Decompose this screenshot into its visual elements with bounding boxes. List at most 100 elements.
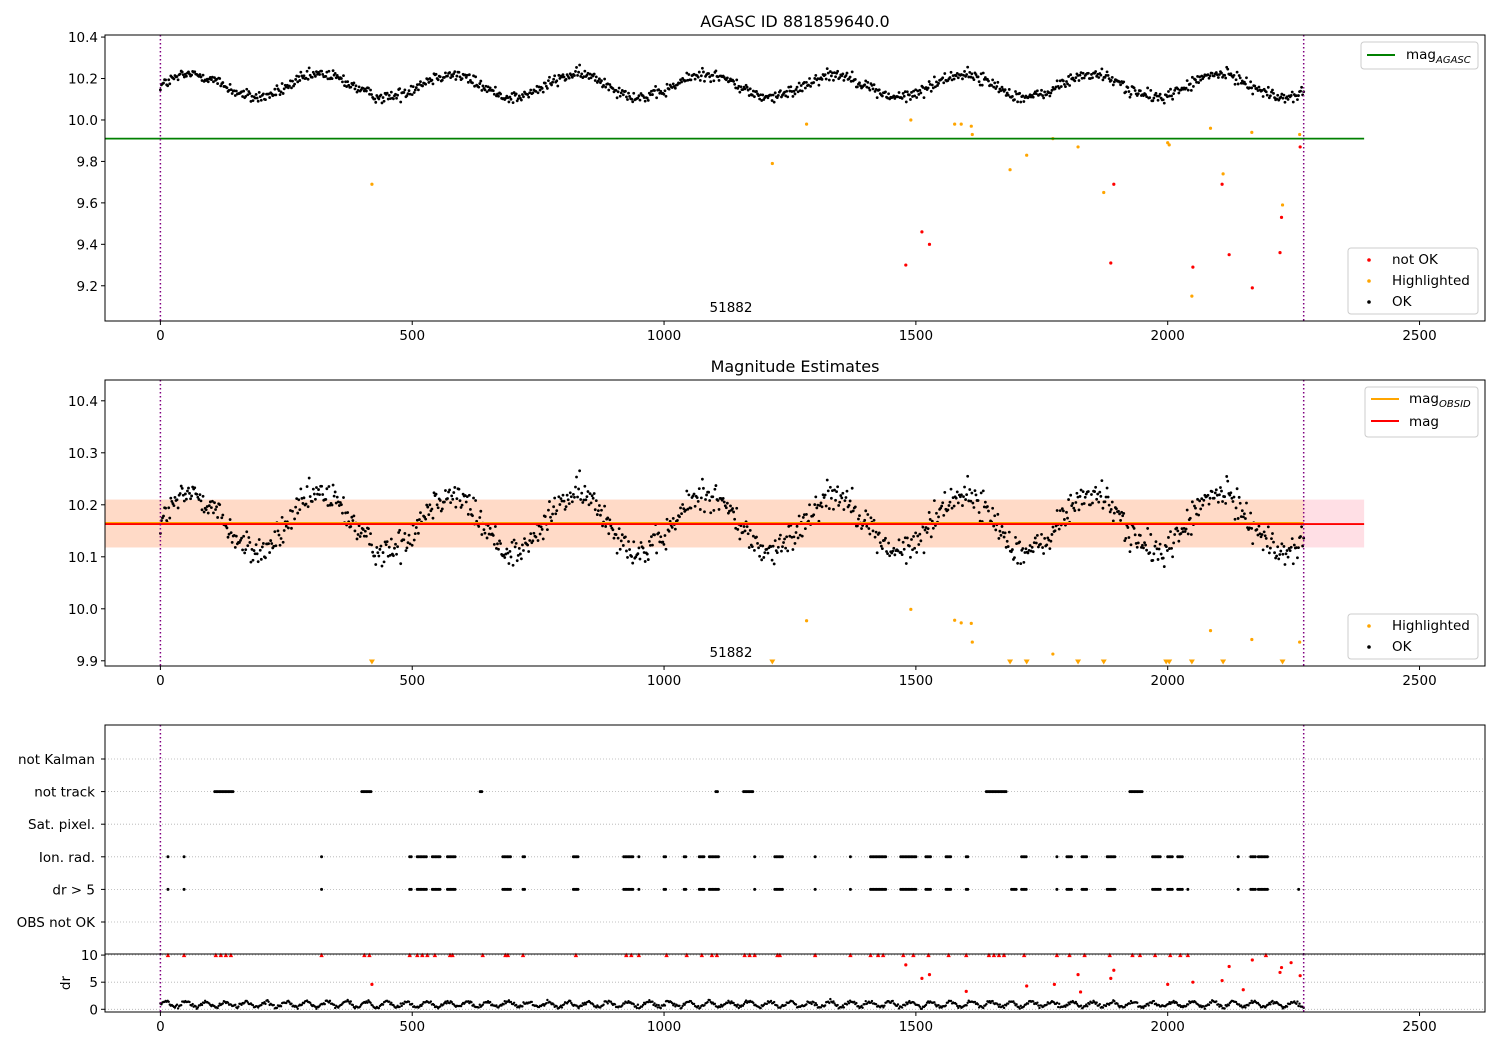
p2-ok-point <box>373 554 377 558</box>
p2-ok-point <box>847 503 851 507</box>
panel1-legend-lower: not OK Highlighted OK <box>1347 247 1479 315</box>
p2-ok-point <box>769 545 773 548</box>
p1-ok-point <box>1126 86 1130 89</box>
p3-flag-point <box>1113 855 1117 859</box>
p4-ok-point <box>420 1004 423 1008</box>
p2-ok-point <box>1032 541 1036 545</box>
p2-ok-point <box>728 509 731 513</box>
p4-series0-point <box>1001 952 1007 958</box>
p2-ok-point <box>1057 527 1061 531</box>
p2-ok-point <box>879 544 883 548</box>
p1-ok-point <box>1049 91 1053 95</box>
p2-ok-point <box>732 510 736 514</box>
p1-ok-point <box>795 85 799 89</box>
p2-ok-point <box>1148 551 1152 555</box>
p2-ok-point <box>978 519 982 523</box>
p4-ok-point <box>477 1006 480 1009</box>
p2-ok-point <box>460 503 464 507</box>
p2-ok-point <box>687 493 691 497</box>
p2-ok-point <box>892 546 896 550</box>
p2-ok-point <box>788 534 792 538</box>
p4-ok-point <box>647 1000 650 1004</box>
p2-ok-point <box>580 491 584 495</box>
p2-ok-point <box>1030 545 1034 549</box>
p4-ok-point <box>175 1003 179 1006</box>
p2-ok-point <box>344 511 347 515</box>
p2-ok-point <box>240 536 243 540</box>
p3-category-label-5: OBS not OK <box>17 915 97 931</box>
p1-ok-point <box>589 76 593 80</box>
p1-ok-point <box>624 89 627 93</box>
p2-ok-point <box>1043 536 1047 540</box>
p1-ok-point <box>345 85 349 88</box>
p2-ok-point <box>912 535 915 538</box>
p1-ok-point <box>314 74 317 78</box>
p1-ok-point <box>327 69 331 73</box>
p2-ok-point <box>998 529 1002 533</box>
p1-ok-point <box>1132 86 1136 90</box>
p4-ok-point <box>514 1003 518 1007</box>
p2-ok-point <box>969 499 973 503</box>
p2-ok-point <box>1100 479 1104 483</box>
p4-ok-point <box>937 1004 940 1007</box>
p2-ok-point <box>559 497 563 501</box>
p1-ok-point <box>832 78 835 82</box>
p2-ok-point <box>863 518 867 522</box>
p1-ok-point <box>917 92 921 96</box>
p1-ok-point <box>1099 73 1103 77</box>
legend-marker-highlighted <box>1367 279 1371 283</box>
p4-ok-point <box>1129 999 1133 1003</box>
p4-series0-point <box>1137 952 1143 958</box>
p1-ok-point <box>1133 89 1137 92</box>
p4-series0-point <box>181 952 187 958</box>
p2-ok-point <box>377 554 381 558</box>
p2-ok-point <box>1077 508 1081 512</box>
p1-ok-point <box>972 78 976 82</box>
p1-ok-point <box>246 93 250 97</box>
p4-ok-point <box>1037 1004 1040 1007</box>
p2-ok-point <box>426 505 430 509</box>
p2-ok-point <box>297 498 301 502</box>
p2-ok-point <box>321 493 325 496</box>
p1-ok-point <box>687 73 691 76</box>
p1-ok-point <box>1162 101 1166 105</box>
p1-xtick-label-3: 1500 <box>899 328 933 344</box>
p2-ok-point <box>311 487 315 491</box>
p1-ok-point <box>312 72 316 76</box>
p2-ok-point <box>755 535 758 539</box>
p4-series1-point <box>904 963 908 967</box>
p4-ok-point <box>829 997 832 1001</box>
p1-ok-point <box>234 89 238 93</box>
p4-ok-point <box>671 1001 674 1005</box>
p2-ok-point <box>284 524 288 528</box>
p2-ok-point <box>787 524 791 528</box>
p1-ok-point <box>472 74 475 78</box>
p1-ok-point <box>379 93 383 97</box>
p2-ok-point <box>960 493 963 497</box>
p1-ok-point <box>560 75 564 79</box>
p2-ok-point <box>1124 536 1128 540</box>
p2-ok-point <box>1069 493 1073 497</box>
p2-ok-point <box>558 503 562 506</box>
p4-ok-point <box>772 1000 776 1004</box>
p2-ok-point <box>642 551 646 554</box>
p2-ok-point <box>497 547 500 551</box>
p2-ok-point <box>1263 534 1267 538</box>
p2-ok-point <box>1166 549 1169 552</box>
p3-flag-point <box>1085 855 1089 859</box>
p2-ok-point <box>935 511 938 515</box>
p4-ok-point <box>1018 1007 1021 1010</box>
p2-ok-point <box>293 517 296 521</box>
p1-ok-point <box>375 94 379 97</box>
p4-ok-point <box>897 1007 901 1010</box>
p4-ok-point <box>621 1004 624 1007</box>
p2-ok-point <box>1110 500 1114 504</box>
p4-ok-point <box>982 1006 985 1010</box>
p1-ok-point <box>180 70 184 74</box>
p2-ok-point <box>1212 496 1216 500</box>
p1-series0-point <box>1220 182 1224 186</box>
p2-ok-point <box>438 499 442 502</box>
p4-ok-point <box>407 1000 411 1003</box>
p4-ok-point <box>1184 1004 1188 1008</box>
p1-ok-point <box>654 85 657 88</box>
